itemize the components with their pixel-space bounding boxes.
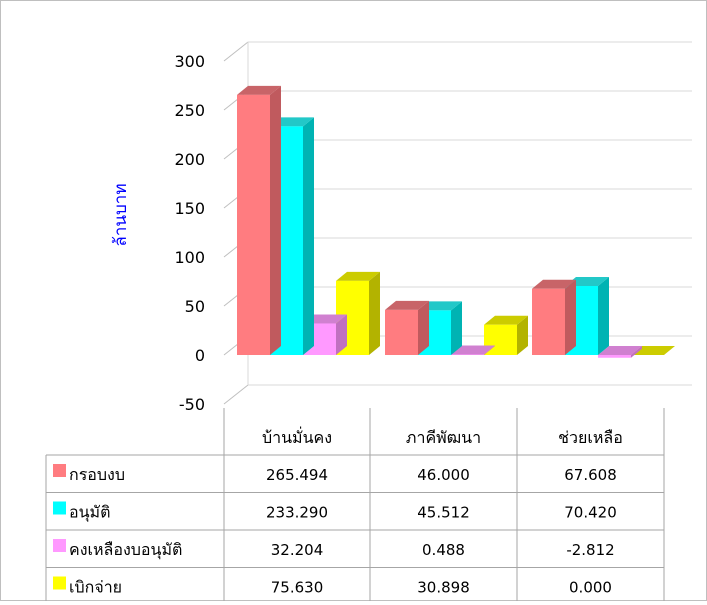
- data-label: 70.420: [564, 504, 617, 522]
- data-label: 32.204: [271, 541, 324, 559]
- legend-swatch: [53, 464, 66, 477]
- legend-swatch: [53, 577, 66, 590]
- data-label: 46.000: [417, 466, 470, 484]
- data-label: 0.000: [569, 579, 612, 597]
- data-label: 233.290: [266, 504, 328, 522]
- y-tick-label: 150: [174, 199, 205, 218]
- legend-entry: กรอบงบ: [69, 465, 125, 484]
- bar-side: [303, 117, 314, 355]
- bar-1-0: [385, 301, 429, 355]
- x-category-label: ภาคีพัฒนา: [406, 428, 481, 447]
- bar-side: [418, 301, 429, 355]
- bar-side: [369, 272, 380, 355]
- bar-front: [385, 310, 418, 355]
- y-tick-label: 300: [174, 52, 205, 71]
- bar-0-0: [237, 86, 281, 355]
- bar-side: [270, 86, 281, 355]
- bar-2-0: [532, 280, 576, 355]
- bar-side: [451, 301, 462, 355]
- legend-swatch: [53, 502, 66, 515]
- y-tick-label: -50: [179, 395, 205, 414]
- y-tick-label: 50: [185, 297, 205, 316]
- legend-entry: เบิกจ่าย: [69, 578, 122, 597]
- data-label: 75.630: [271, 579, 324, 597]
- data-label: 30.898: [417, 579, 470, 597]
- x-category-label: ช่วยเหลือ: [558, 428, 623, 447]
- y-tick-label: 250: [174, 101, 205, 120]
- data-label: 265.494: [266, 466, 328, 484]
- bar-front: [598, 355, 631, 358]
- y-axis-label: ล้านบาท: [111, 183, 131, 246]
- y-tick-label: 100: [174, 248, 205, 267]
- legend-entry: คงเหลืองบอนุมัติ: [69, 540, 182, 560]
- bar-side: [565, 280, 576, 355]
- x-category-label: บ้านมั่นคง: [262, 426, 332, 447]
- y-tick-label: 200: [174, 150, 205, 169]
- y-tick-label: 0: [195, 346, 205, 365]
- data-label: -2.812: [566, 541, 614, 559]
- data-label: 45.512: [417, 504, 470, 522]
- bar-front: [532, 289, 565, 355]
- bar-front: [237, 95, 270, 355]
- bar-side: [598, 277, 609, 355]
- data-label: 0.488: [422, 541, 465, 559]
- legend-swatch: [53, 539, 66, 552]
- legend-entry: อนุมัติ: [69, 503, 110, 523]
- data-label: 67.608: [564, 466, 617, 484]
